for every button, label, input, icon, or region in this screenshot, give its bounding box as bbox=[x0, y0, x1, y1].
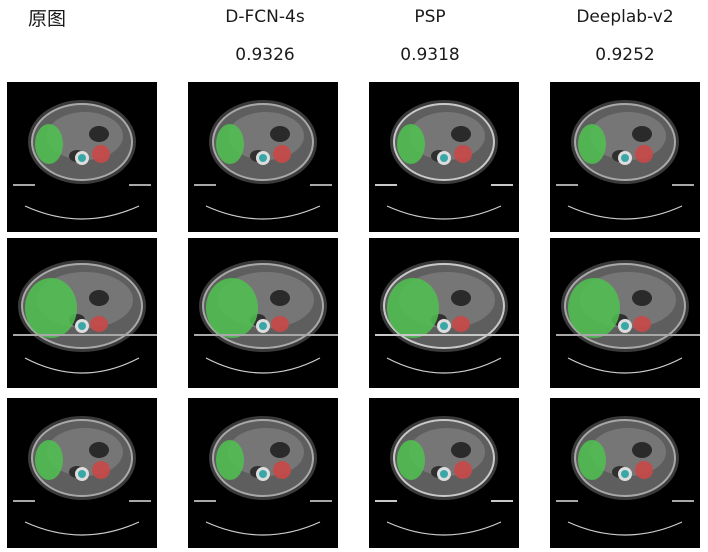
ct-slice-original-row-2 bbox=[7, 238, 157, 388]
score-dfcn: 0.9326 bbox=[235, 45, 295, 65]
ct-slice-psp-row-3 bbox=[369, 398, 519, 548]
ct-slice-psp-row-2 bbox=[369, 238, 519, 388]
ct-slice-deeplab-row-1 bbox=[550, 82, 700, 232]
ct-slice-psp-row-1 bbox=[369, 82, 519, 232]
column-title-dfcn: D-FCN-4s bbox=[225, 7, 305, 27]
ct-slice-original-row-3 bbox=[7, 398, 157, 548]
ct-slice-deeplab-row-2 bbox=[550, 238, 700, 388]
ct-slice-original-row-1 bbox=[7, 82, 157, 232]
ct-slice-dfcn-row-1 bbox=[188, 82, 338, 232]
score-deeplab: 0.9252 bbox=[595, 45, 655, 65]
column-title-deeplab: Deeplab-v2 bbox=[576, 7, 674, 27]
ct-slice-dfcn-row-2 bbox=[188, 238, 338, 388]
score-psp: 0.9318 bbox=[400, 45, 460, 65]
ct-slice-dfcn-row-3 bbox=[188, 398, 338, 548]
column-title-psp: PSP bbox=[414, 7, 446, 27]
ct-slice-deeplab-row-3 bbox=[550, 398, 700, 548]
original-column-title: 原图 bbox=[28, 8, 67, 30]
